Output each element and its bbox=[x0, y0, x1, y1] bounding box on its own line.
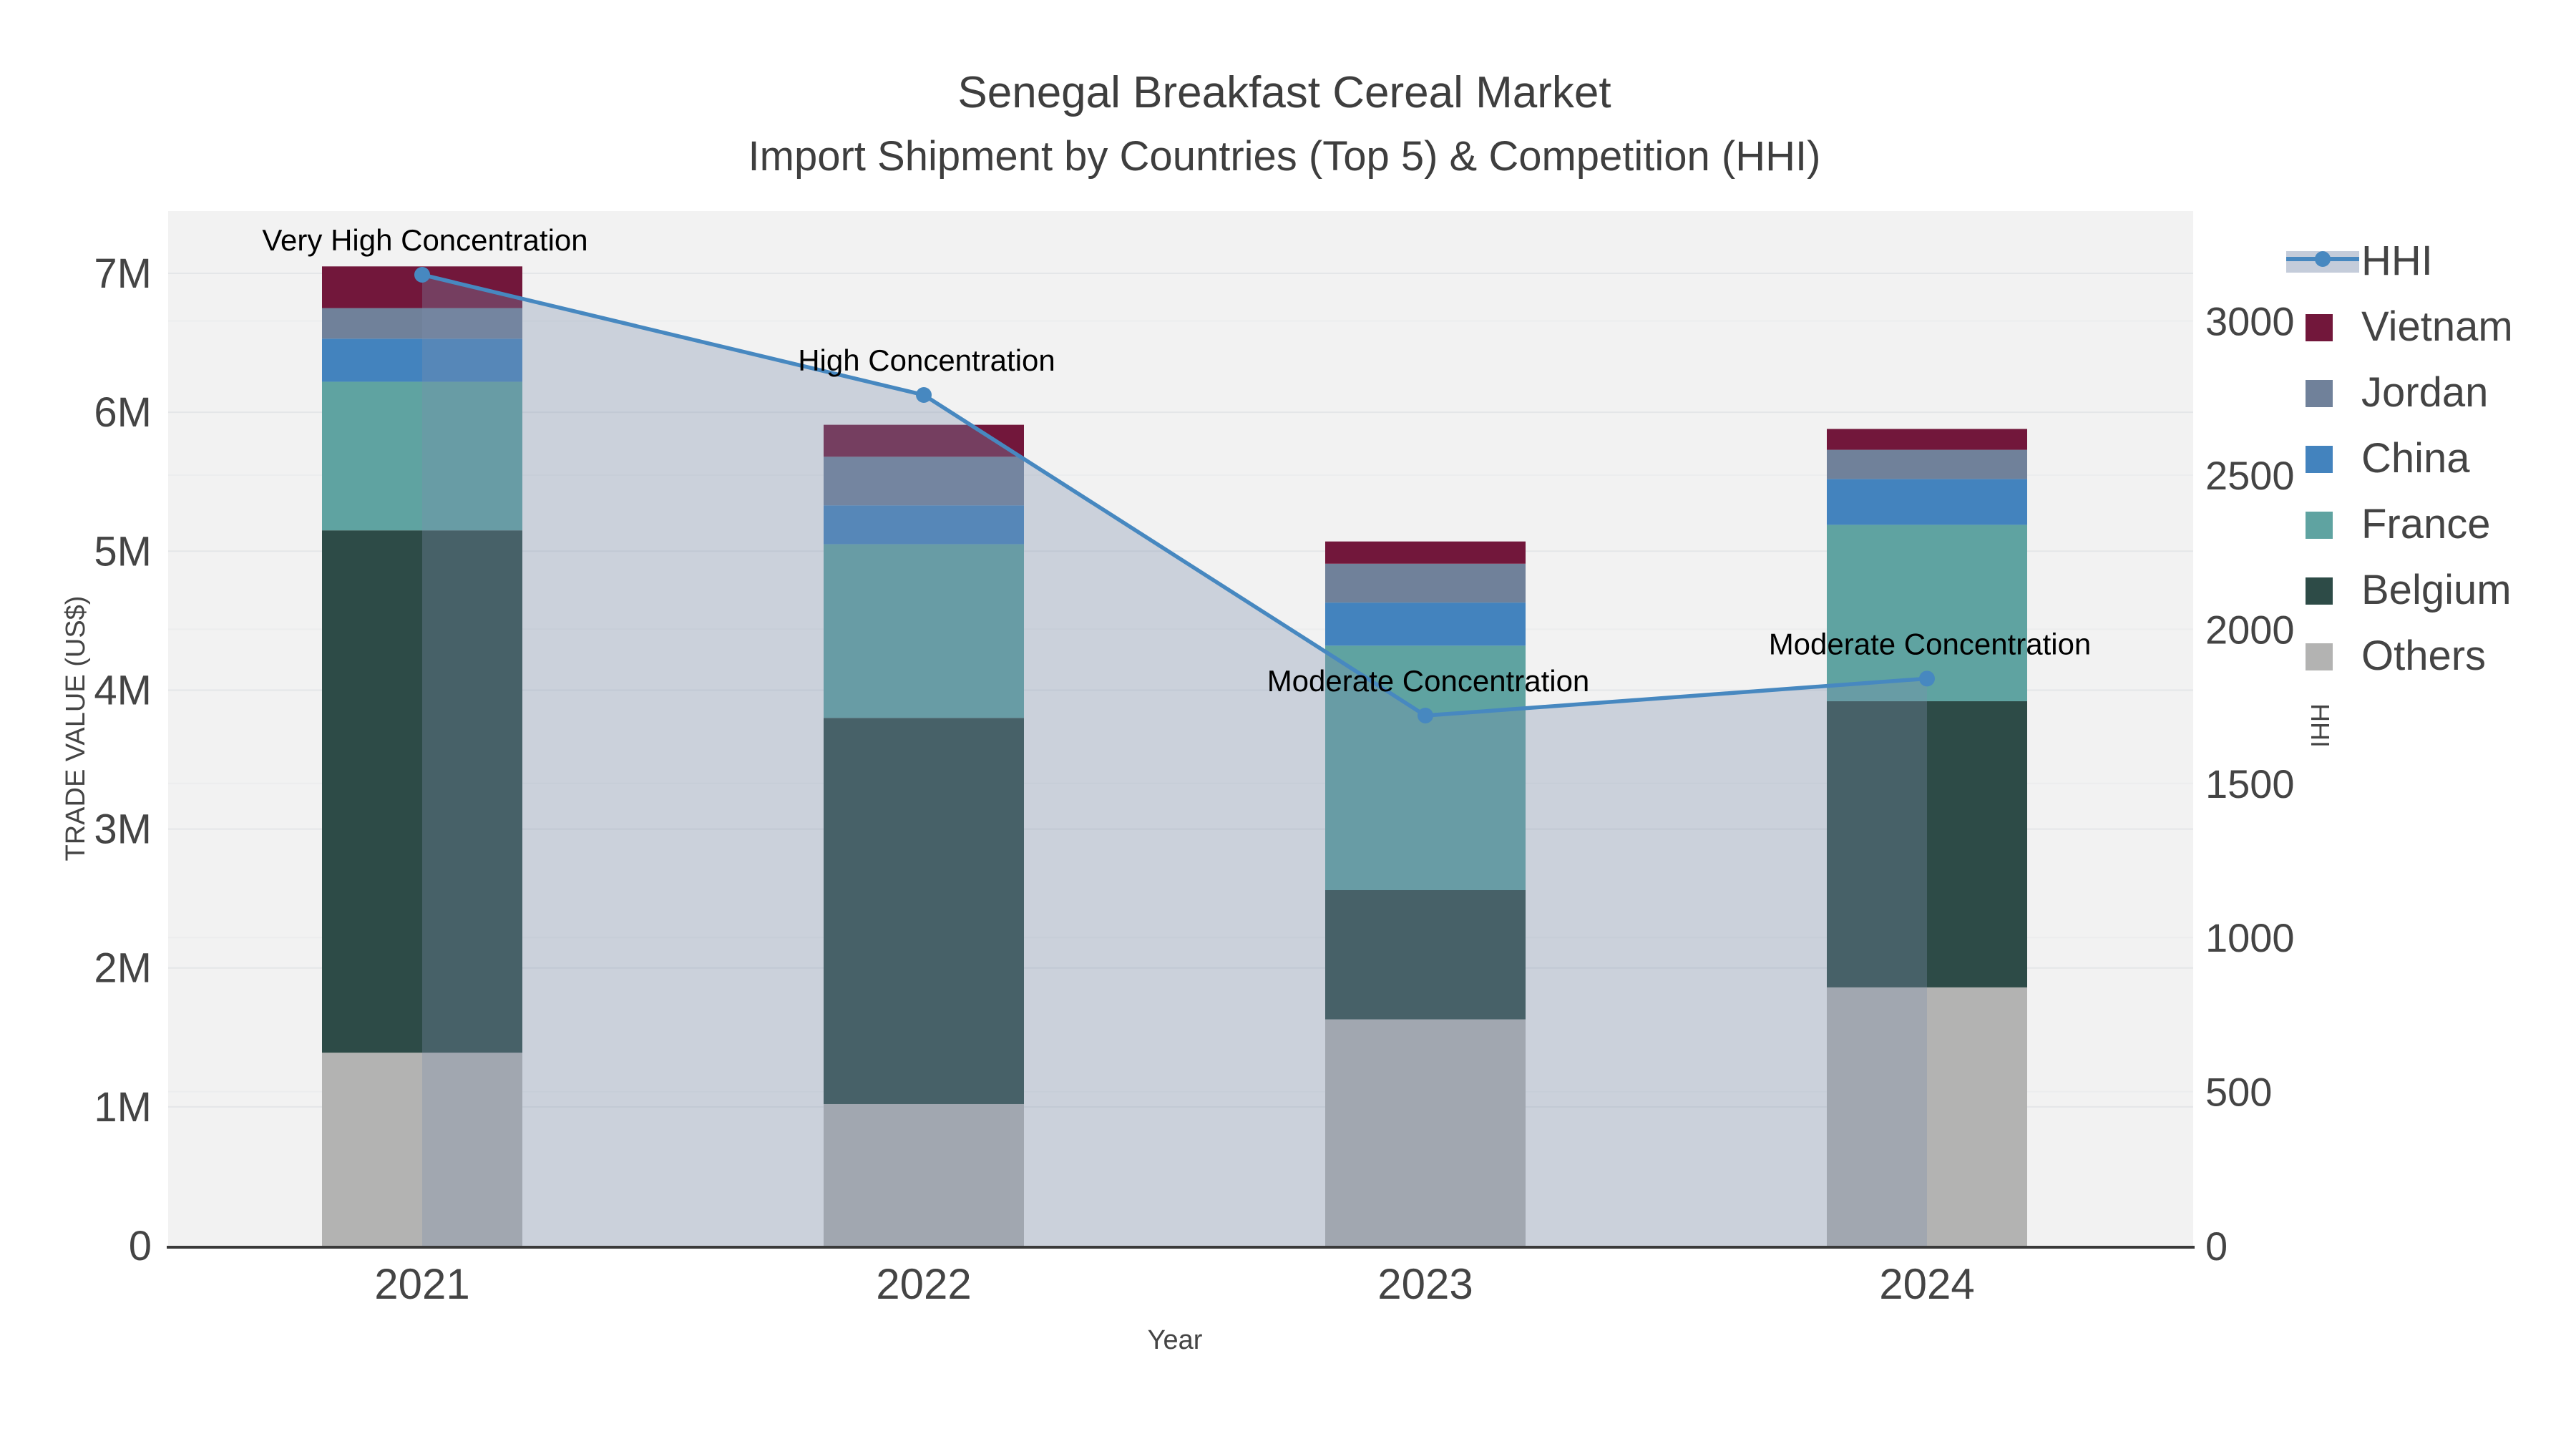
legend-swatch-france bbox=[2306, 512, 2333, 539]
bar-segment-belgium-2021[interactable] bbox=[322, 530, 522, 1053]
bar-segment-others-2023[interactable] bbox=[1325, 1019, 1526, 1246]
legend-label-others: Others bbox=[2361, 633, 2486, 679]
annotation-2022: High Concentration bbox=[798, 343, 1055, 377]
y-right-tick-1500: 1500 bbox=[2205, 761, 2295, 806]
bar-segment-china-2021[interactable] bbox=[322, 338, 522, 382]
legend-item-belgium[interactable]: Belgium bbox=[2306, 567, 2512, 613]
bar-segment-vietnam-2022[interactable] bbox=[824, 424, 1024, 457]
bar-segment-belgium-2023[interactable] bbox=[1325, 890, 1526, 1020]
legend-item-vietnam[interactable]: Vietnam bbox=[2306, 303, 2513, 350]
annotation-2023: Moderate Concentration bbox=[1267, 664, 1590, 698]
tick-labels: 0 1M 2M 3M 4M 5M 6M 7M 0 500 1000 1500 2000 2500 3000 2… bbox=[94, 250, 2294, 1308]
legend-swatch-others bbox=[2306, 643, 2333, 670]
annotation-2024: Moderate Concentration bbox=[1769, 627, 2092, 660]
hhi-line bbox=[167, 266, 2195, 1249]
legend-label-china: China bbox=[2361, 435, 2470, 482]
y-left-tick-1M: 1M bbox=[94, 1084, 152, 1131]
y-right-tick-500: 500 bbox=[2205, 1070, 2272, 1115]
bar-segment-china-2024[interactable] bbox=[1827, 479, 2027, 525]
bar-segment-jordan-2022[interactable] bbox=[824, 457, 1024, 506]
y-left-tick-3M: 3M bbox=[94, 806, 152, 853]
hhi-area bbox=[422, 274, 1927, 1246]
hhi-line-path bbox=[421, 273, 1928, 718]
legend-hhi-marker-swatch bbox=[2315, 251, 2331, 267]
y-axis-title: TRADE VALUE (US$) bbox=[61, 596, 91, 862]
y-left-tick-7M: 7M bbox=[94, 250, 152, 297]
bar-segment-jordan-2023[interactable] bbox=[1325, 563, 1526, 603]
bar-segment-france-2021[interactable] bbox=[322, 381, 522, 531]
legend: HHI Vietnam Jordan China France Belgium Others bbox=[2286, 238, 2513, 679]
y-left-tick-6M: 6M bbox=[94, 389, 152, 436]
bar-segment-belgium-2022[interactable] bbox=[824, 718, 1024, 1104]
x-tick-2024: 2024 bbox=[1879, 1260, 1974, 1308]
legend-label-jordan: Jordan bbox=[2361, 369, 2488, 416]
legend-label-france: France bbox=[2361, 501, 2491, 547]
bar-segment-others-2024[interactable] bbox=[1827, 987, 2027, 1246]
bar-segment-belgium-2024[interactable] bbox=[1827, 701, 2027, 987]
chart-subtitle: Import Shipment by Countries (Top 5) & C… bbox=[748, 133, 1821, 180]
bar-segment-vietnam-2024[interactable] bbox=[1827, 429, 2027, 450]
y-left-tick-4M: 4M bbox=[94, 667, 152, 713]
bar-segment-others-2021[interactable] bbox=[322, 1053, 522, 1246]
bar-segment-france-2023[interactable] bbox=[1325, 645, 1526, 891]
legend-item-hhi[interactable]: HHI bbox=[2286, 238, 2433, 284]
stacked-bars bbox=[322, 266, 2027, 1246]
legend-label-hhi: HHI bbox=[2361, 238, 2433, 284]
x-tick-2023: 2023 bbox=[1377, 1260, 1473, 1308]
legend-item-france[interactable]: France bbox=[2306, 501, 2491, 547]
x-tick-2022: 2022 bbox=[876, 1260, 971, 1308]
bar-segment-vietnam-2023[interactable] bbox=[1325, 541, 1526, 564]
chart-title: Senegal Breakfast Cereal Market bbox=[957, 68, 1611, 117]
legend-swatch-jordan bbox=[2306, 380, 2333, 407]
y-right-tick-3000: 3000 bbox=[2205, 299, 2295, 344]
bar-segment-china-2022[interactable] bbox=[824, 505, 1024, 545]
x-tick-2021: 2021 bbox=[374, 1260, 469, 1308]
y-right-tick-1000: 1000 bbox=[2205, 915, 2295, 960]
legend-swatch-belgium bbox=[2306, 577, 2333, 605]
y-left-tick-2M: 2M bbox=[94, 945, 152, 992]
legend-label-vietnam: Vietnam bbox=[2361, 303, 2513, 350]
hhi-marker-2024[interactable] bbox=[1919, 670, 1935, 687]
legend-label-belgium: Belgium bbox=[2361, 567, 2512, 613]
y-right-tick-0: 0 bbox=[2205, 1224, 2228, 1269]
bar-segment-france-2022[interactable] bbox=[824, 544, 1024, 718]
hhi-marker-2023[interactable] bbox=[1418, 708, 1433, 724]
bar-segment-jordan-2021[interactable] bbox=[322, 308, 522, 339]
legend-item-jordan[interactable]: Jordan bbox=[2306, 369, 2488, 416]
legend-item-china[interactable]: China bbox=[2306, 435, 2470, 482]
hhi-marker-2021[interactable] bbox=[414, 266, 430, 283]
bar-segment-china-2023[interactable] bbox=[1325, 602, 1526, 646]
annotation-2021: Very High Concentration bbox=[262, 223, 587, 257]
legend-item-others[interactable]: Others bbox=[2306, 633, 2486, 679]
hhi-marker-2022[interactable] bbox=[916, 386, 932, 403]
legend-swatch-vietnam bbox=[2306, 314, 2333, 341]
annotations: Very High Concentration High Concentratio… bbox=[262, 223, 2091, 698]
legend-swatch-china bbox=[2306, 446, 2333, 473]
y-left-tick-5M: 5M bbox=[94, 528, 152, 575]
hhi-area-fill bbox=[422, 274, 1927, 1246]
y-left-tick-0: 0 bbox=[129, 1223, 152, 1269]
x-axis-title: Year bbox=[1148, 1325, 1203, 1355]
right-axis-title: HHI bbox=[2306, 703, 2335, 748]
bar-segment-jordan-2024[interactable] bbox=[1827, 449, 2027, 479]
bar-segment-others-2022[interactable] bbox=[824, 1103, 1024, 1246]
y-right-tick-2500: 2500 bbox=[2205, 453, 2295, 498]
y-right-tick-2000: 2000 bbox=[2205, 607, 2295, 652]
